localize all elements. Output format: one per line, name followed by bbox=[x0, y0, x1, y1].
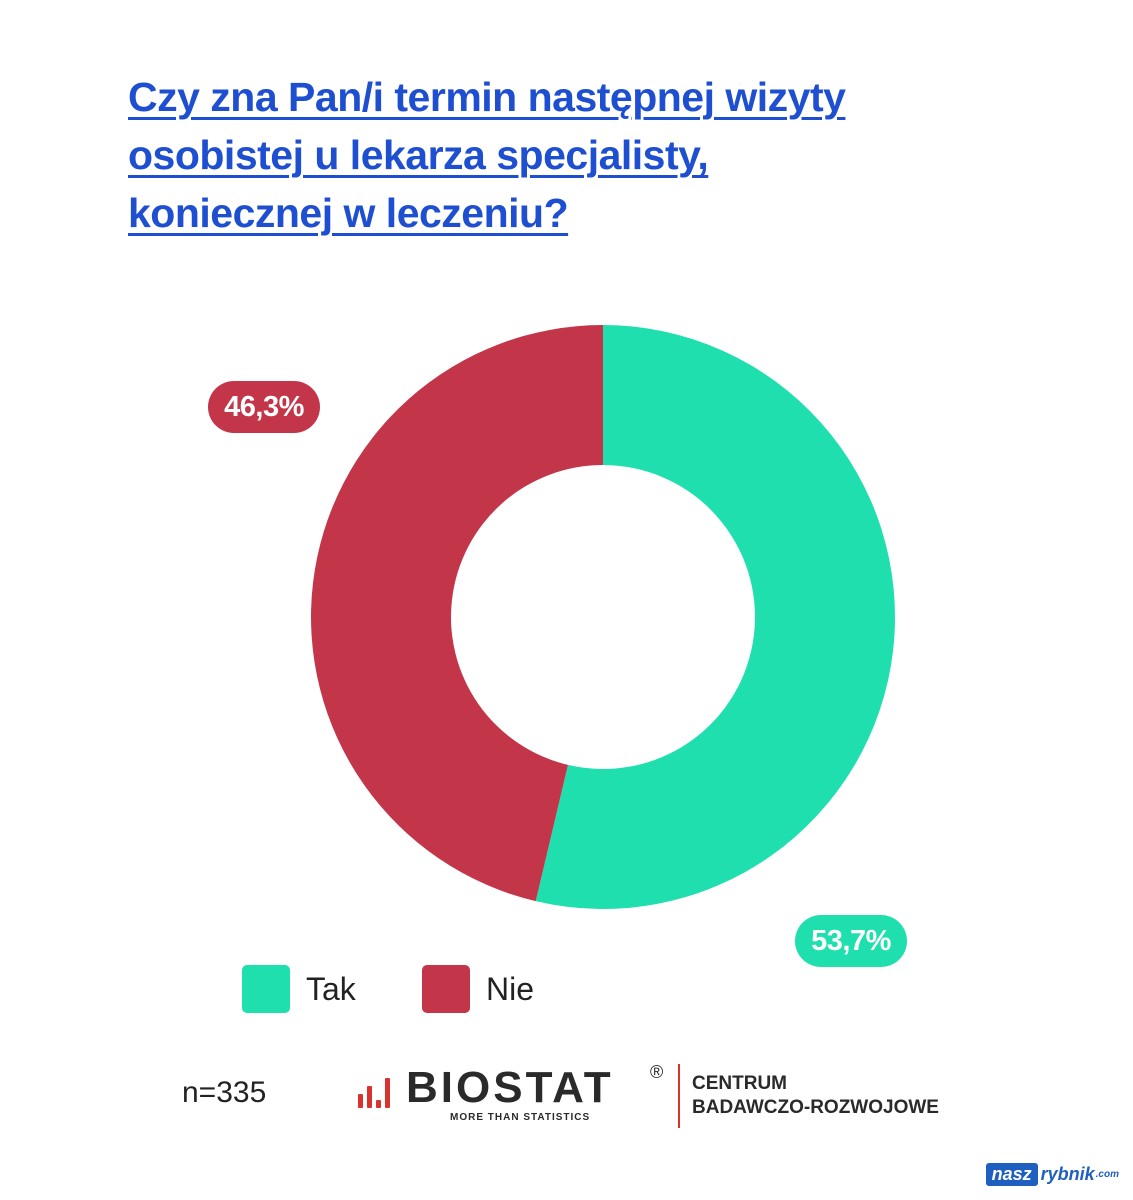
data-label-nie: 46,3% bbox=[208, 381, 320, 433]
legend-swatch-tak bbox=[242, 965, 290, 1013]
title-line-1: Czy zna Pan/i termin następnej wizyty bbox=[128, 74, 846, 120]
logo-tagline: MORE THAN STATISTICS bbox=[450, 1112, 591, 1123]
logo-centre-line-2: BADAWCZO-ROZWOJOWE bbox=[692, 1097, 939, 1118]
slice-tak bbox=[535, 325, 895, 909]
watermark-part-2: rybnik bbox=[1040, 1163, 1095, 1184]
logo-centre-text: CENTRUM BADAWCZO-ROZWOJOWE bbox=[692, 1072, 939, 1120]
legend-label-nie: Nie bbox=[486, 970, 535, 1007]
legend-label-tak: Tak bbox=[306, 970, 356, 1007]
watermark-logo: nasz rybnik .com bbox=[985, 1160, 1119, 1188]
logo-registered-mark: ® bbox=[650, 1062, 664, 1082]
watermark-part-3: .com bbox=[1095, 1168, 1119, 1180]
sample-size: n=335 bbox=[182, 1076, 267, 1109]
data-label-tak: 53,7% bbox=[795, 915, 907, 967]
biostat-logo: BIOSTAT ® MORE THAN STATISTICS CENTRUM B… bbox=[358, 1062, 978, 1132]
legend-swatch-nie bbox=[422, 965, 470, 1013]
legend-item-nie: Nie bbox=[422, 965, 534, 1013]
title-line-2: osobistej u lekarza specjalisty, bbox=[128, 132, 709, 178]
chart-title: Czy zna Pan/i termin następnej wizyty os… bbox=[128, 68, 1028, 242]
logo-bars-icon bbox=[358, 1072, 398, 1108]
logo-wordmark: BIOSTAT bbox=[406, 1063, 614, 1112]
logo-centre-line-1: CENTRUM bbox=[692, 1073, 787, 1094]
slice-nie bbox=[310, 325, 603, 902]
logo-separator bbox=[678, 1064, 680, 1128]
legend-item-tak: Tak bbox=[242, 965, 356, 1013]
watermark-part-1: nasz bbox=[985, 1162, 1038, 1186]
title-line-3: koniecznej w leczeniu? bbox=[128, 190, 569, 236]
